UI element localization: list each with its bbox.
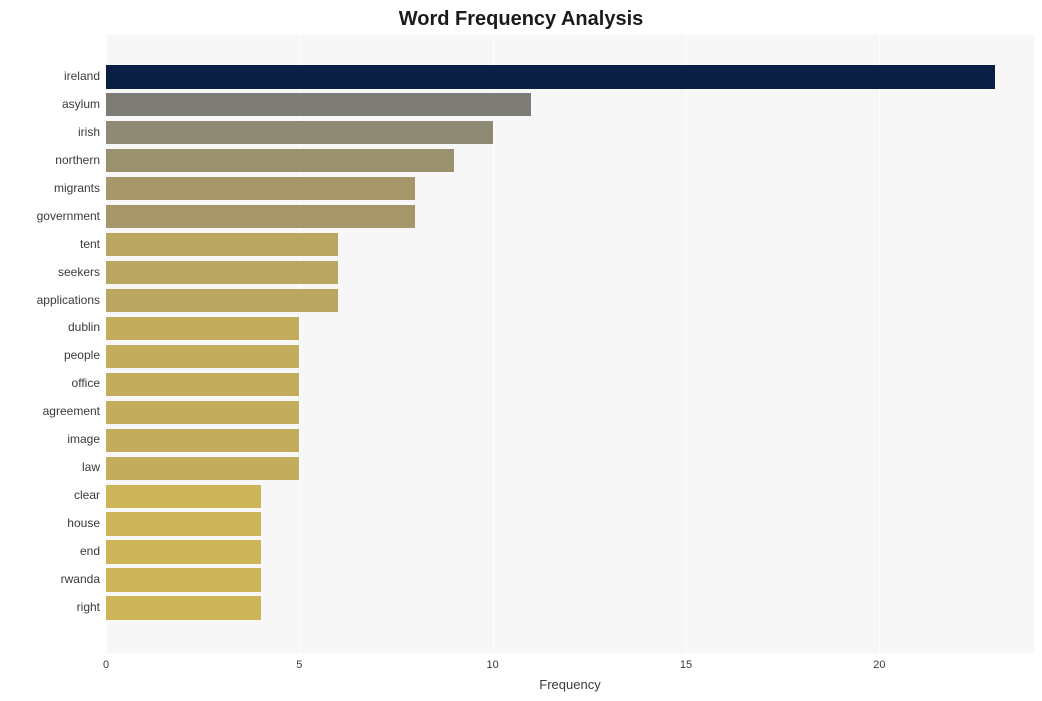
plot-area (106, 35, 1034, 653)
bar (106, 596, 261, 619)
bar (106, 261, 338, 284)
bar (106, 568, 261, 591)
y-tick-label: migrants (54, 181, 100, 195)
bar (106, 65, 995, 88)
y-tick-label: law (82, 460, 100, 474)
bar (106, 121, 493, 144)
bar (106, 540, 261, 563)
grid-line (686, 35, 687, 653)
word-frequency-chart: Word Frequency Analysis Frequency 0 5 10 15… (0, 0, 1042, 701)
grid-line (879, 35, 880, 653)
y-tick-label: image (67, 432, 100, 446)
bar (106, 373, 299, 396)
chart-title: Word Frequency Analysis (0, 8, 1042, 31)
bar (106, 317, 299, 340)
x-tick-label: 20 (873, 659, 885, 671)
y-tick-label: northern (55, 153, 100, 167)
bar (106, 149, 454, 172)
y-tick-label: rwanda (61, 572, 100, 586)
bar (106, 345, 299, 368)
x-tick-label: 0 (103, 659, 109, 671)
grid-line (493, 35, 494, 653)
y-tick-label: irish (78, 125, 100, 139)
y-tick-label: dublin (68, 320, 100, 334)
y-tick-label: applications (37, 293, 100, 307)
y-tick-label: end (80, 544, 100, 558)
x-tick-label: 15 (680, 659, 692, 671)
bar (106, 512, 261, 535)
y-tick-label: seekers (58, 265, 100, 279)
y-tick-label: house (67, 516, 100, 530)
x-tick-label: 5 (296, 659, 302, 671)
bar (106, 233, 338, 256)
bar (106, 177, 415, 200)
y-tick-label: clear (74, 488, 100, 502)
bar (106, 429, 299, 452)
y-tick-label: government (37, 209, 100, 223)
y-tick-label: people (64, 348, 100, 362)
y-tick-label: ireland (64, 69, 100, 83)
bar (106, 457, 299, 480)
bar (106, 289, 338, 312)
bar (106, 93, 531, 116)
bar (106, 485, 261, 508)
y-tick-label: asylum (62, 97, 100, 111)
y-tick-label: agreement (43, 404, 100, 418)
x-axis-label: Frequency (106, 677, 1034, 692)
bar (106, 205, 415, 228)
y-tick-label: office (72, 376, 100, 390)
y-tick-label: tent (80, 237, 100, 251)
x-tick-label: 10 (487, 659, 499, 671)
y-tick-label: right (77, 600, 100, 614)
bar (106, 401, 299, 424)
